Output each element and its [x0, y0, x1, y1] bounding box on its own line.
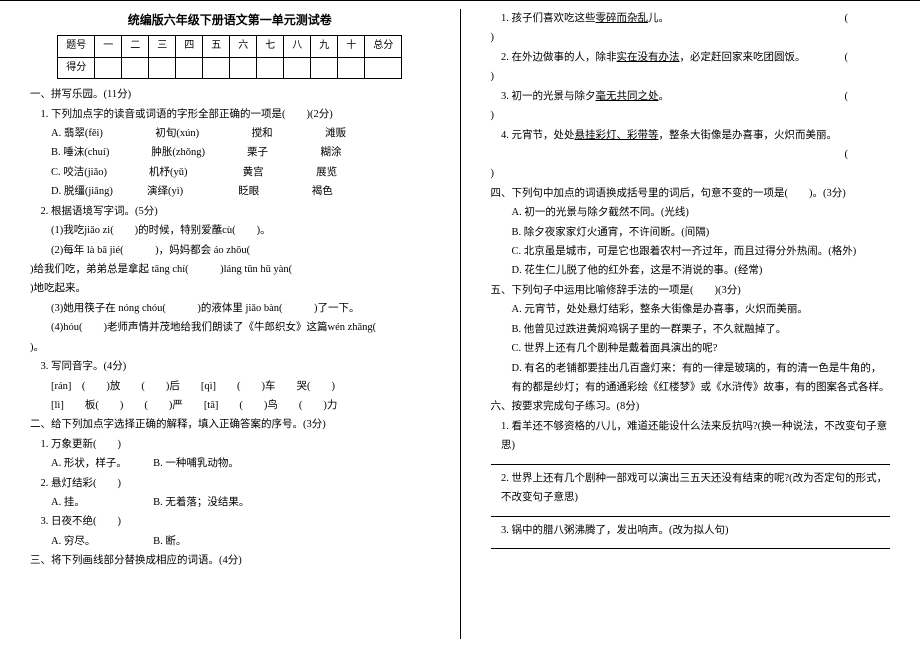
q3-2-underline: 实在没有办法	[617, 52, 680, 63]
q3-3: 3. 初一的光景与除夕毫无共同之处。(	[491, 87, 891, 106]
q1-3-row2: [lì] 板( ) ( )严 [tā] ( )鸟 ( )力	[30, 396, 430, 415]
q3-3-underline: 毫无共同之处	[596, 91, 659, 102]
answer-line	[491, 464, 891, 465]
q4-C: C. 北京虽是城市，可是它也跟着农村一齐过年，而且过得分外热闹。(格外)	[491, 242, 891, 261]
th: 六	[230, 36, 257, 58]
q1-2-a: (1)我吃jiǎo zi( )的时候，特别爱蘸cù( )。	[30, 221, 430, 240]
q4-D: D. 花生仁儿脱了他的红外套，这是不消说的事。(经常)	[491, 261, 891, 280]
q1-1-A: A. 翡翠(fěi) 初旬(xún) 搅和 滩贩	[30, 124, 430, 143]
score-table: 题号 一 二 三 四 五 六 七 八 九 十 总分 得分	[57, 35, 402, 79]
q3-1-underline: 零碎而杂乱	[596, 13, 649, 24]
q5-A: A. 元宵节，处处悬灯结彩，整条大街像是办喜事，火炽而美丽。	[491, 300, 891, 319]
th: 十	[338, 36, 365, 58]
th: 三	[149, 36, 176, 58]
paren-close: )	[491, 106, 891, 125]
th: 二	[122, 36, 149, 58]
paren-close: )	[491, 28, 891, 47]
q2-1-stem: 1. 万象更新( )	[30, 435, 430, 454]
td-label: 得分	[58, 57, 95, 79]
th: 五	[203, 36, 230, 58]
th: 七	[257, 36, 284, 58]
section3-heading: 三、将下列画线部分替换成相应的词语。(4分)	[30, 551, 430, 570]
q2-2-opt: A. 挂。 B. 无着落；没结果。	[30, 493, 430, 512]
q1-2-stem: 2. 根据语境写字词。(5分)	[30, 202, 430, 221]
q3-1: 1. 孩子们喜欢吃这些零碎而杂乱儿。(	[491, 9, 891, 28]
section6-heading: 六、按要求完成句子练习。(8分)	[491, 397, 891, 416]
q6-2: 2. 世界上还有几个剧种一部戏可以演出三五天还没有结束的呢?(改为否定句的形式，…	[491, 469, 891, 508]
th: 九	[311, 36, 338, 58]
q1-2-b3: )地吃起来。	[30, 279, 430, 298]
q6-3: 3. 锅中的腊八粥沸腾了，发出响声。(改为拟人句)	[491, 521, 891, 540]
answer-line	[491, 516, 891, 517]
q1-1-C: C. 咬洁(jiǎo) 机杼(yǔ) 黄宫 展览	[30, 163, 430, 182]
q6-1: 1. 看羊还不够资格的八儿，难道还能设什么法来反抗吗?(换一种说法，不改变句子意…	[491, 417, 891, 456]
q1-1-B: B. 唾沫(chuí) 肿胀(zhǒng) 栗子 糊涂	[30, 143, 430, 162]
q1-3-row1: [rán] ( )放 ( )后 [qì] ( )车 哭( )	[30, 377, 430, 396]
th: 题号	[58, 36, 95, 58]
section1-heading: 一、拼写乐园。(11分)	[30, 85, 430, 104]
section4-heading: 四、下列句中加点的词语换成括号里的词后，句意不变的一项是( )。(3分)	[491, 184, 891, 203]
q1-2-c: (3)她用筷子在 nóng chóu( )的液体里 jiǎo bàn( )了一下…	[30, 299, 430, 318]
section5-heading: 五、下列句子中运用比喻修辞手法的一项是( )(3分)	[491, 281, 891, 300]
q3-4-underline: 悬挂彩灯、彩带等	[575, 130, 659, 141]
q4-B: B. 除夕夜家家灯火通宵，不许间断。(间隔)	[491, 223, 891, 242]
answer-line	[491, 548, 891, 549]
paren-close: )	[491, 67, 891, 86]
th: 四	[176, 36, 203, 58]
th: 一	[95, 36, 122, 58]
th: 八	[284, 36, 311, 58]
q4-A: A. 初一的光景与除夕截然不同。(光线)	[491, 203, 891, 222]
q2-3-opt: A. 穷尽。 B. 断。	[30, 532, 430, 551]
section2-heading: 二、给下列加点字选择正确的解释，填入正确答案的序号。(3分)	[30, 415, 430, 434]
q1-1-stem: 1. 下列加点字的读音或词语的字形全部正确的一项是( )(2分)	[30, 105, 430, 124]
q3-2: 2. 在外边做事的人，除非实在没有办法，必定赶回家来吃团圆饭。(	[491, 48, 891, 67]
q1-2-d2: )。	[30, 338, 430, 357]
q3-4-paren: (	[491, 145, 891, 164]
q1-3-stem: 3. 写同音字。(4分)	[30, 357, 430, 376]
q2-3-stem: 3. 日夜不绝( )	[30, 512, 430, 531]
q1-2-d1: (4)hóu( )老师声情并茂地给我们朗读了《牛郎织女》这篇wén zhāng(	[30, 318, 430, 337]
q5-D: D. 有名的老铺都要挂出几百盏灯来：有的一律是玻璃的，有的清一色是牛角的，有的都…	[491, 359, 891, 398]
q5-C: C. 世界上还有几个剧种是戴着面具演出的呢?	[491, 339, 891, 358]
score-value-row: 得分	[58, 57, 402, 79]
th: 总分	[365, 36, 402, 58]
q5-B: B. 他曾见过跌进黄焖鸡锅子里的一群栗子，不久就融掉了。	[491, 320, 891, 339]
paren-close: )	[491, 164, 891, 183]
q1-1-D: D. 脱缰(jiāng) 演绎(yì) 眨眼 褐色	[30, 182, 430, 201]
score-header-row: 题号 一 二 三 四 五 六 七 八 九 十 总分	[58, 36, 402, 58]
q1-2-b1: (2)每年 là bā jié( )，妈妈都会 áo zhōu(	[30, 241, 430, 260]
q1-2-b2: )给我们吃，弟弟总是拿起 tāng chí( )láng tūn hǔ yàn(	[30, 260, 430, 279]
td	[95, 57, 122, 79]
q2-2-stem: 2. 悬灯结彩( )	[30, 474, 430, 493]
q3-4: 4. 元宵节，处处悬挂彩灯、彩带等，整条大街像是办喜事，火炽而美丽。	[491, 126, 891, 145]
q2-1-opt: A. 形状，样子。 B. 一种哺乳动物。	[30, 454, 430, 473]
doc-title: 统编版六年级下册语文第一单元测试卷	[30, 9, 430, 31]
